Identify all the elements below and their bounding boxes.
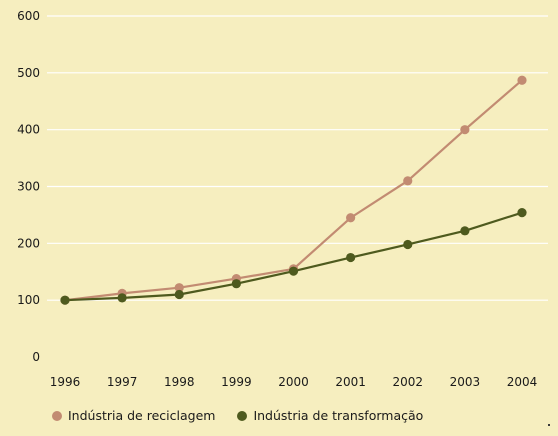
data-point-1-2004 (517, 208, 527, 218)
y-tick-label-500: 500 (17, 66, 40, 80)
data-point-0-1998 (174, 283, 184, 293)
x-tick-label-2001: 2001 (335, 375, 366, 389)
x-tick-label-1998: 1998 (164, 375, 195, 389)
y-tick-label-600: 600 (17, 9, 40, 23)
data-point-1-1996 (60, 295, 70, 305)
y-tick-label-200: 200 (17, 236, 40, 250)
data-point-0-2001 (346, 213, 356, 223)
legend-label-transformacao: Indústria de transformação (253, 408, 424, 423)
x-tick-label-2002: 2002 (392, 375, 423, 389)
legend-item-transformacao: Indústria de transformação (237, 408, 423, 423)
corner-dot (548, 424, 550, 426)
x-tick-label-1997: 1997 (107, 375, 138, 389)
x-tick-label-2000: 2000 (278, 375, 309, 389)
legend-label-reciclagem: Indústria de reciclagem (68, 408, 216, 423)
data-point-1-2000 (288, 266, 299, 276)
data-point-0-2004 (517, 75, 527, 85)
x-tick-label-2003: 2003 (450, 375, 481, 389)
legend-swatch-transformacao (237, 410, 248, 421)
legend-item-reciclagem: Indústria de reciclagem (52, 408, 215, 423)
y-tick-label-300: 300 (17, 180, 40, 194)
x-tick-label-1999: 1999 (221, 375, 252, 389)
data-point-0-2002 (403, 176, 413, 186)
x-tick-label-2004: 2004 (507, 375, 538, 389)
data-point-1-2002 (403, 239, 413, 250)
data-point-1-1997 (117, 293, 127, 303)
y-tick-label-100: 100 (17, 293, 40, 307)
legend-swatch-reciclagem (52, 410, 62, 421)
legend: Indústria de reciclagem Indústria de tra… (52, 408, 445, 423)
data-point-1-1999 (231, 279, 241, 289)
x-tick-label-1996: 1996 (50, 375, 81, 389)
data-point-1-2001 (346, 252, 356, 263)
series-line-1 (64, 211, 523, 302)
data-point-1-2003 (460, 226, 470, 236)
y-tick-label-0: 0 (32, 350, 40, 364)
data-point-0-2003 (460, 125, 470, 135)
data-point-1-1998 (174, 289, 184, 300)
y-tick-label-400: 400 (17, 123, 40, 137)
